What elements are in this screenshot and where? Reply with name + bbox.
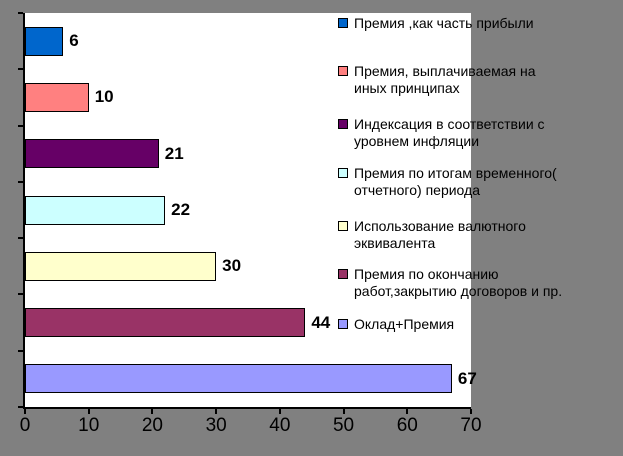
y-axis-tick [18,293,23,296]
bar [25,82,89,112]
x-axis-tick [278,409,281,414]
x-axis-tick [24,409,26,414]
bar [25,251,217,281]
x-axis-tick-label: 10 [78,415,100,436]
x-axis-tick-label: 30 [205,415,227,436]
legend-color-swatch-icon [338,269,348,279]
bar-value-label: 67 [457,368,477,388]
legend-color-swatch-icon [338,319,348,329]
bar-value-label: 44 [311,312,331,332]
bar [25,139,159,169]
legend-item-label: Премия по итогам временного( отчетного) … [354,165,557,198]
y-axis-tick [18,68,23,71]
legend-color-swatch-icon [338,119,348,129]
y-axis-line [23,13,25,409]
bar-value-label: 22 [171,200,191,219]
bar [25,308,306,338]
legend-item-label: Индексация в соответствии с уровнем инфл… [354,116,545,149]
bar-value-label: 30 [222,256,242,276]
x-axis-tick-label: 50 [332,415,355,436]
legend-item: Премия ,как часть прибыли [338,15,534,32]
legend-item: Премия, выплачиваемая на иных принципах [338,63,536,97]
x-axis-tick [342,409,345,414]
legend-item: Оклад+Премия [338,316,454,333]
y-axis-tick [18,180,23,183]
bar-value-label: 10 [94,87,114,107]
x-axis-tick-label: 70 [460,415,482,436]
legend-item: Использование валютного эквивалента [338,218,526,252]
x-axis-tick-label: 20 [141,415,163,436]
x-axis-tick [470,409,472,414]
x-axis-tick-label: 60 [396,415,418,436]
legend-item: Премия по итогам временного( отчетного) … [338,165,557,199]
legend-item: Премия по окончанию работ,закрытию догов… [338,266,562,300]
legend-color-swatch-icon [338,18,348,28]
legend-item-label: Премия, выплачиваемая на иных принципах [354,63,536,96]
x-axis-tick [151,409,154,414]
legend-item-label: Премия по окончанию работ,закрытию догов… [354,266,563,299]
y-axis-tick [18,349,23,352]
x-axis-tick-label: 0 [19,415,31,436]
y-axis-tick [18,124,23,127]
bar-value-label: 6 [69,31,79,51]
x-axis-tick [406,409,409,414]
y-axis-tick [18,406,23,408]
legend-color-swatch-icon [338,168,348,178]
legend-item: Индексация в соответствии с уровнем инфл… [338,116,545,150]
y-axis-tick [18,237,23,240]
bar [25,364,452,394]
legend-item-label: Использование валютного эквивалента [354,218,526,251]
y-axis-tick [18,12,23,14]
legend-item-label: Оклад+Премия [354,316,455,332]
x-axis-tick-label: 40 [269,415,291,436]
legend-color-swatch-icon [338,221,348,231]
bar [25,195,166,225]
x-axis-tick [87,409,90,414]
x-axis-tick [215,409,218,414]
bar-value-label: 21 [164,143,184,163]
legend-item-label: Премия ,как часть прибыли [354,15,534,31]
x-axis-line [23,407,471,409]
legend-color-swatch-icon [338,66,348,76]
bar [25,26,64,56]
